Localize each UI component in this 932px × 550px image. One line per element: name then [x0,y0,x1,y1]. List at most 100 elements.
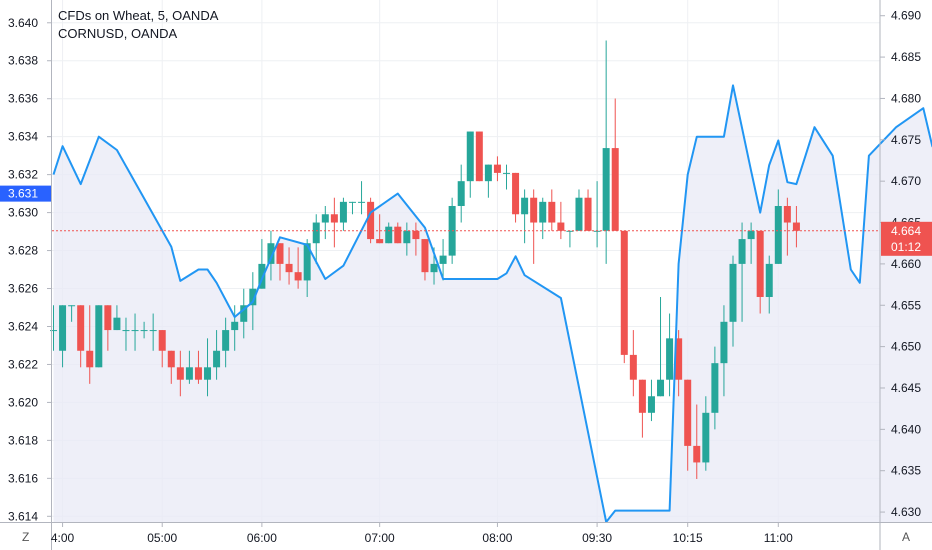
right-tick-label: 4.650 [891,340,921,354]
candle [738,222,746,322]
candle-body [584,197,592,231]
candle [765,255,773,314]
candle-body [59,305,67,351]
candle [548,189,556,231]
candle-body [358,201,366,203]
left-tick-label: 3.630 [8,206,38,220]
left-tick-label: 3.626 [8,282,38,296]
candle-body [747,230,755,240]
candle-body [231,321,239,331]
candle-body [430,263,438,273]
candle-body [503,172,510,174]
right-tick-label: 4.635 [891,464,921,478]
candle [539,197,547,240]
candle [756,230,764,314]
candle [285,247,293,285]
candle-body [675,338,683,380]
candle [457,164,465,223]
right-tick-label: 4.670 [891,174,921,188]
line-area-fill [53,85,932,522]
candle-body [367,201,375,240]
candle-body [330,214,338,223]
candle [684,379,692,471]
candle [385,222,393,244]
candle-body [521,197,529,215]
timezone-button[interactable]: Z [22,530,30,544]
candle-body [557,222,565,231]
candle [240,288,248,339]
left-tick-label: 3.640 [8,16,38,30]
candle [86,305,94,384]
chart-subtitle: CORNUSD, OANDA [58,26,178,41]
candle [584,189,592,231]
candle [412,222,420,256]
candle [294,247,302,289]
chart-title: CFDs on Wheat, 5, OANDA [58,8,219,23]
left-tick-label: 3.618 [8,433,38,447]
candle [204,338,212,397]
left-tick-label: 3.634 [8,130,38,144]
candle-body [765,263,773,297]
candle-body [484,164,492,182]
left-current-badge [0,185,51,202]
cornusd-line [52,84,932,523]
candle-body [321,214,329,223]
x-tick-label: 11:00 [764,531,793,545]
candle [657,296,665,397]
candle-body [666,338,674,380]
candle [566,230,574,248]
candle-body [693,445,701,463]
candle-body [647,396,655,413]
x-tick-label: 4:00 [51,531,75,545]
candle-body [412,230,420,240]
candle [122,317,130,351]
candle-body [376,239,384,244]
candle [50,305,57,351]
right-tick-label: 4.655 [891,298,921,312]
candle-body [240,305,248,322]
right-tick-label: 4.675 [891,133,921,147]
candle-body [548,201,556,223]
candle [394,222,402,244]
candle-body [95,305,103,368]
candle-body [258,263,266,289]
candle [303,239,311,297]
candle-body [475,131,483,182]
auto-scale-button[interactable]: A [902,530,911,544]
candle [593,181,601,248]
candle [792,205,800,248]
candle [421,239,429,281]
candle-body [729,263,737,322]
candle-body [711,363,719,413]
candle-body [294,272,302,281]
countdown-label: 01:12 [891,240,921,254]
candle [783,197,791,256]
candle [358,181,366,215]
candle [493,156,501,182]
candle [557,201,565,240]
candle [647,379,655,422]
cornusd-line-path [52,84,932,523]
left-tick-label: 3.628 [8,244,38,258]
candle [774,189,782,264]
candle [158,330,166,368]
candle-body [158,330,166,351]
candle [702,396,710,471]
candle [167,350,175,384]
right-current-badge [881,221,932,256]
candle-body [86,350,94,368]
candle-body [738,239,746,264]
candle [620,230,628,364]
left-tick-label: 3.620 [8,395,38,409]
candle [376,214,384,244]
candle-body [439,255,447,264]
candle [267,230,275,281]
candle [475,131,483,182]
candle [339,197,347,231]
candle-body [702,412,710,463]
candle-body [276,243,284,264]
candle [95,305,103,368]
candle-body [394,226,402,244]
candle [638,379,646,438]
